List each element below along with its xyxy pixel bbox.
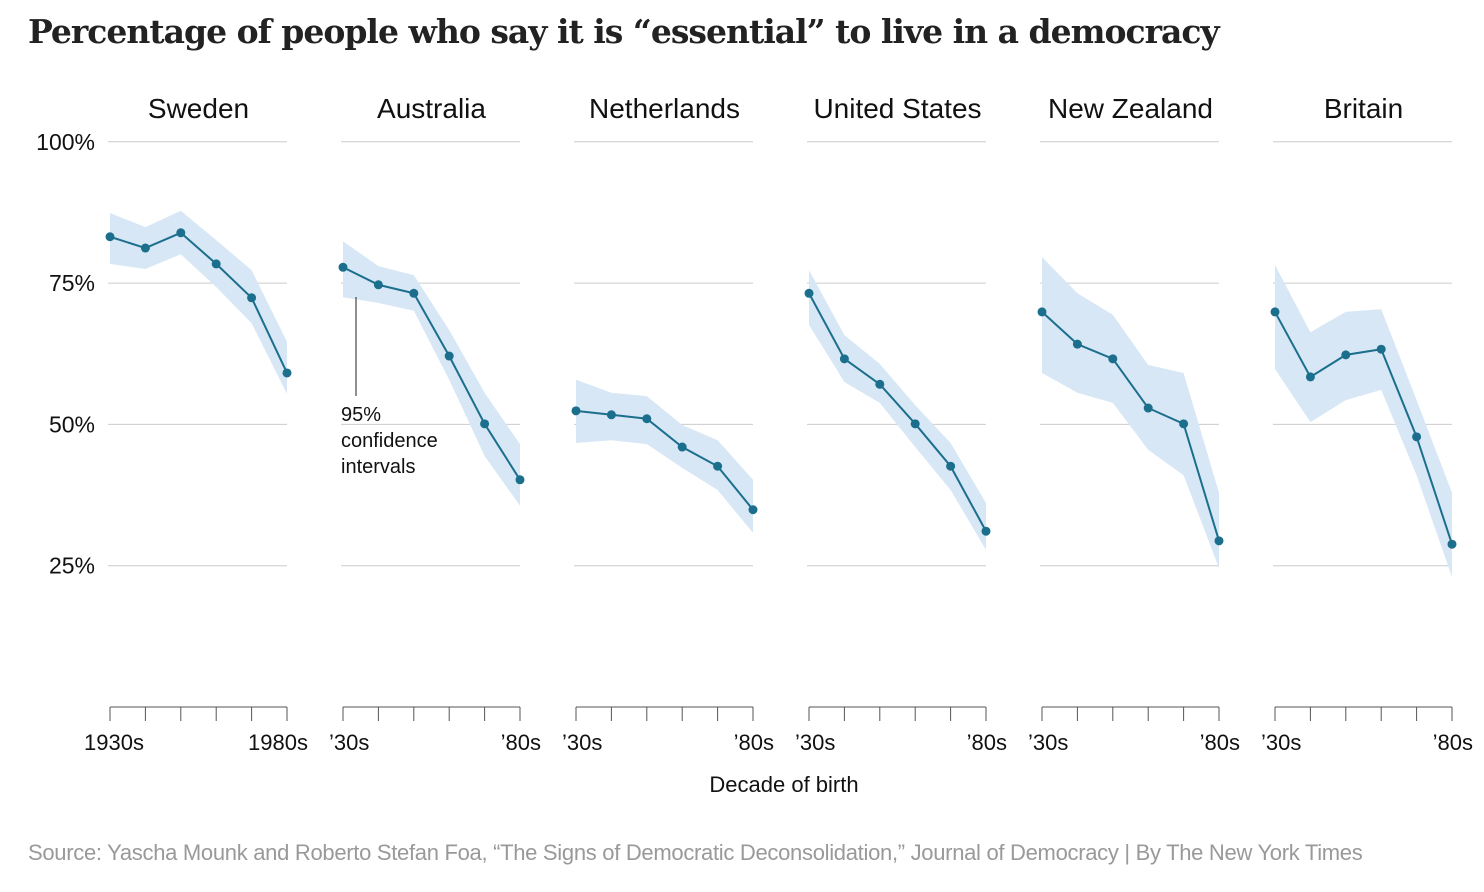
x-axis-title: Decade of birth — [709, 772, 858, 797]
data-point — [1447, 539, 1457, 549]
series-line — [1274, 311, 1453, 545]
data-point — [1214, 536, 1224, 546]
data-point — [247, 293, 257, 303]
data-point — [910, 419, 920, 429]
data-point — [1179, 419, 1189, 429]
data-point — [480, 419, 490, 429]
x-tick-label: ’80s — [967, 730, 1007, 755]
x-tick-label: ’80s — [734, 730, 774, 755]
panel-title: New Zealand — [1048, 93, 1213, 124]
y-tick-label: 100% — [36, 129, 95, 155]
x-tick-label: ’80s — [1433, 730, 1473, 755]
data-point — [515, 475, 525, 485]
data-point — [642, 414, 652, 424]
data-point — [409, 288, 419, 298]
panel-title: United States — [813, 93, 981, 124]
data-point — [875, 379, 885, 389]
data-point — [571, 406, 581, 416]
data-point — [677, 442, 687, 452]
data-point — [1108, 354, 1118, 364]
data-point — [1037, 307, 1047, 317]
confidence-band — [343, 241, 520, 506]
data-point — [839, 354, 849, 364]
x-tick-label: ’30s — [329, 730, 369, 755]
x-tick-label: ’30s — [1261, 730, 1301, 755]
data-point — [1072, 339, 1082, 349]
annotation-text: confidence — [341, 430, 438, 452]
data-point — [713, 461, 723, 471]
x-tick-label: 1930s — [84, 730, 144, 755]
panel-title: Australia — [377, 93, 486, 124]
data-point — [338, 262, 348, 272]
confidence-band — [576, 379, 753, 533]
annotation-text: 95% — [341, 404, 381, 426]
data-point — [1376, 344, 1386, 354]
panel-united-states: United States ’30s ’80s — [795, 93, 1007, 755]
series-line — [109, 231, 288, 374]
data-point — [748, 505, 758, 515]
x-tick-label: ’30s — [795, 730, 835, 755]
panel-sweden: Sweden 1930s 1980s — [84, 93, 308, 755]
data-point — [606, 410, 616, 420]
series-line — [575, 409, 754, 511]
data-point — [946, 461, 956, 471]
panel-title: Britain — [1324, 93, 1403, 124]
data-point — [176, 228, 186, 238]
panel-title: Netherlands — [589, 93, 740, 124]
series-line — [808, 292, 987, 532]
data-point — [1143, 403, 1153, 413]
series-line — [342, 266, 521, 481]
data-point — [1270, 307, 1280, 317]
panel-title: Sweden — [148, 93, 249, 124]
y-tick-label: 25% — [49, 553, 95, 579]
chart-title: Percentage of people who say it is “esse… — [28, 12, 1220, 51]
data-point — [105, 232, 115, 242]
data-point — [211, 259, 221, 269]
data-point — [373, 280, 383, 290]
y-tick-label: 50% — [49, 411, 95, 437]
confidence-band — [110, 210, 287, 394]
data-point — [1341, 350, 1351, 360]
source-note: Source: Yascha Mounk and Roberto Stefan … — [28, 840, 1363, 865]
panel-new-zealand: New Zealand ’30s ’80s — [1028, 93, 1240, 755]
x-tick-label: ’80s — [501, 730, 541, 755]
x-tick-label: ’80s — [1200, 730, 1240, 755]
series-line — [1041, 311, 1220, 542]
data-point — [444, 351, 454, 361]
x-tick-label: ’30s — [562, 730, 602, 755]
data-point — [140, 243, 150, 253]
data-point — [1412, 432, 1422, 442]
confidence-band — [809, 270, 986, 550]
data-point — [282, 368, 292, 378]
data-point — [981, 526, 991, 536]
confidence-band — [1042, 257, 1219, 568]
annotation-text: intervals — [341, 456, 415, 478]
panel-britain: Britain ’30s ’80s — [1261, 93, 1473, 755]
x-tick-label: ’30s — [1028, 730, 1068, 755]
y-tick-label: 75% — [49, 270, 95, 296]
x-tick-label: 1980s — [248, 730, 308, 755]
data-point — [804, 288, 814, 298]
panel-australia: Australia ’30s ’80s 95% confidence intervals — [329, 93, 541, 755]
panel-netherlands: Netherlands ’30s ’80s — [562, 93, 774, 755]
confidence-band — [1275, 265, 1452, 578]
data-point — [1305, 372, 1315, 382]
